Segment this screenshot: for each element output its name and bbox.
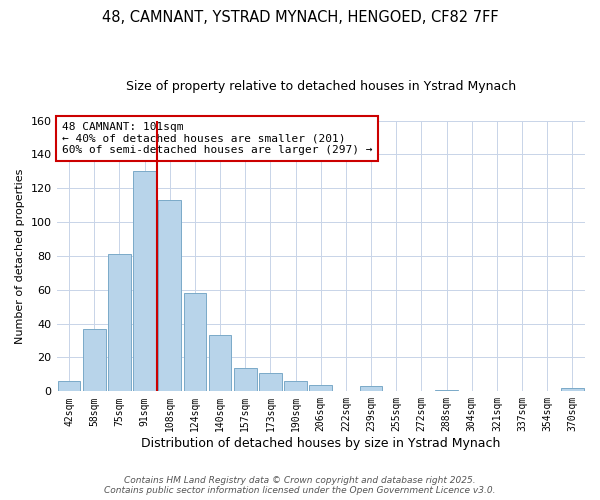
Bar <box>158 200 181 392</box>
Bar <box>360 386 382 392</box>
Text: 48 CAMNANT: 101sqm
← 40% of detached houses are smaller (201)
60% of semi-detach: 48 CAMNANT: 101sqm ← 40% of detached hou… <box>62 122 373 155</box>
Bar <box>435 390 458 392</box>
Text: 48, CAMNANT, YSTRAD MYNACH, HENGOED, CF82 7FF: 48, CAMNANT, YSTRAD MYNACH, HENGOED, CF8… <box>101 10 499 25</box>
X-axis label: Distribution of detached houses by size in Ystrad Mynach: Distribution of detached houses by size … <box>141 437 500 450</box>
Bar <box>108 254 131 392</box>
Bar <box>561 388 584 392</box>
Bar <box>209 336 232 392</box>
Bar <box>284 381 307 392</box>
Bar <box>58 381 80 392</box>
Bar <box>83 328 106 392</box>
Bar <box>310 384 332 392</box>
Bar <box>133 172 156 392</box>
Text: Contains HM Land Registry data © Crown copyright and database right 2025.
Contai: Contains HM Land Registry data © Crown c… <box>104 476 496 495</box>
Title: Size of property relative to detached houses in Ystrad Mynach: Size of property relative to detached ho… <box>126 80 516 93</box>
Bar <box>184 293 206 392</box>
Y-axis label: Number of detached properties: Number of detached properties <box>15 168 25 344</box>
Bar <box>234 368 257 392</box>
Bar <box>259 372 282 392</box>
